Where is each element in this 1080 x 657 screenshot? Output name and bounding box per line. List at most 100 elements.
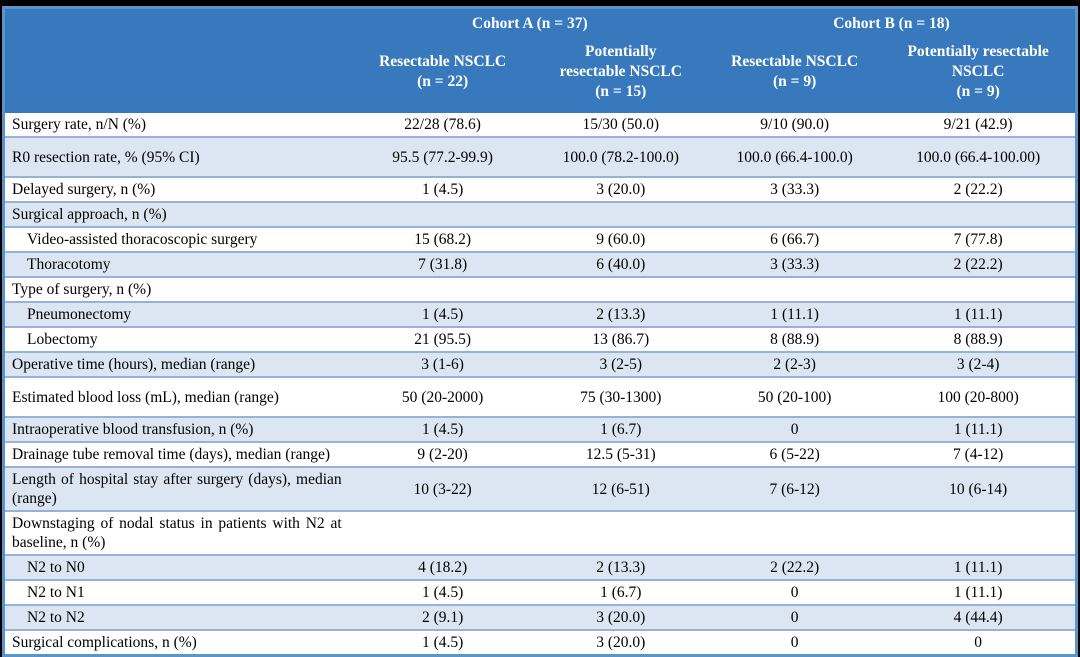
- cell-value: 50 (20-2000): [401, 388, 484, 406]
- cell-value: 3 (2-4): [956, 356, 1000, 373]
- cell-value: 6 (40.0): [596, 256, 646, 273]
- cohort-b-header: Cohort B (n = 18): [833, 15, 950, 32]
- row-label: R0 resection rate, % (95% CI): [12, 148, 200, 166]
- cell-value: [881, 214, 1075, 216]
- cell-value: 1 (4.5): [421, 634, 464, 651]
- table-row: N2 to N0 4 (18.2) 2 (13.3) 2 (22.2) 1 (11.1): [5, 556, 1075, 581]
- cell-value: [534, 289, 708, 291]
- row-label: Video-assisted thoracoscopic surgery: [27, 231, 258, 248]
- cell-value: 9 (60.0): [596, 231, 646, 248]
- cell-value: 1 (4.5): [421, 306, 464, 323]
- subgroup-header-row: Resectable NSCLC (n = 22) Potentially re…: [5, 34, 1075, 113]
- cell-value: 8 (88.9): [953, 331, 1003, 348]
- cell-value: 21 (95.5): [414, 331, 472, 348]
- cell-value: 1 (4.5): [421, 421, 464, 438]
- cell-value: 12.5 (5-31): [585, 446, 656, 463]
- cell-value: 3 (2-5): [599, 356, 643, 373]
- cell-value: 10 (3-22): [413, 480, 472, 498]
- table-row: N2 to N2 2 (9.1) 3 (20.0) 0 4 (44.4): [5, 606, 1075, 631]
- row-label: Thoracotomy: [27, 256, 111, 273]
- cell-value: 75 (30-1300): [580, 388, 662, 406]
- cell-value: 4 (18.2): [418, 559, 468, 576]
- table-row: Intraoperative blood transfusion, n (%) 1…: [5, 418, 1075, 443]
- cell-value: 2 (22.2): [953, 256, 1003, 273]
- surgical-outcomes-table: Cohort A (n = 37) Cohort B (n = 18) Rese…: [2, 6, 1078, 657]
- cell-value: 8 (88.9): [770, 331, 820, 348]
- cell-value: [881, 532, 1075, 534]
- cohort-header-row: Cohort A (n = 37) Cohort B (n = 18): [5, 9, 1075, 34]
- cell-value: 0: [790, 634, 799, 651]
- row-label: Length of hospital stay after surgery (d…: [12, 471, 342, 507]
- cell-value: 6 (5-22): [769, 446, 820, 463]
- cell-value: 9/10 (90.0): [760, 116, 830, 133]
- cell-value: 2 (13.3): [596, 306, 646, 323]
- cell-value: [352, 289, 534, 291]
- cell-value: [708, 214, 881, 216]
- column-header-resectable-a: Resectable NSCLC (n = 22): [379, 52, 507, 90]
- row-label: Delayed surgery, n (%): [12, 181, 156, 198]
- row-label: N2 to N2: [27, 609, 85, 626]
- cell-value: 2 (22.2): [953, 181, 1003, 198]
- row-label: Drainage tube removal time (days), media…: [12, 446, 331, 463]
- cell-value: 95.5 (77.2-99.9): [392, 148, 493, 166]
- cell-value: 3 (20.0): [596, 634, 646, 651]
- table-row: Thoracotomy 7 (31.8) 6 (40.0) 3 (33.3) 2 (22…: [5, 253, 1075, 278]
- cell-value: [352, 214, 534, 216]
- cell-value: 1 (4.5): [421, 181, 464, 198]
- cell-value: 3 (33.3): [770, 256, 820, 273]
- table-row: Surgery rate, n/N (%) 22/28 (78.6) 15/30 (…: [5, 113, 1075, 138]
- cell-value: 50 (20-100): [757, 388, 832, 406]
- cell-value: 10 (6-14): [949, 480, 1008, 498]
- cell-value: 1 (11.1): [953, 584, 1003, 601]
- cell-value: 100 (20-800): [937, 388, 1019, 406]
- cell-value: 9 (2-20): [417, 446, 468, 463]
- row-label: Surgical complications, n (%): [12, 634, 197, 651]
- table-row: Operative time (hours), median (range) 3 …: [5, 353, 1075, 378]
- cell-value: 3 (20.0): [596, 181, 646, 198]
- cell-value: 0: [790, 584, 799, 601]
- cell-value: 100.0 (78.2-100.0): [562, 148, 679, 166]
- cell-value: 0: [974, 634, 982, 651]
- cell-value: 1 (11.1): [953, 306, 1003, 323]
- table-header: Cohort A (n = 37) Cohort B (n = 18) Rese…: [5, 9, 1075, 113]
- column-header-potentially-resectable-a: Potentially resectable NSCLC (n = 15): [559, 42, 682, 100]
- cell-value: 1 (11.1): [953, 559, 1003, 576]
- cell-value: 4 (44.4): [953, 609, 1003, 626]
- cell-value: 1 (6.7): [600, 584, 642, 601]
- cell-value: 22/28 (78.6): [404, 116, 481, 133]
- cell-value: 3 (33.3): [770, 181, 820, 198]
- table-row: Type of surgery, n (%): [5, 278, 1075, 303]
- row-label: N2 to N1: [27, 584, 85, 601]
- header-spacer: [5, 31, 352, 34]
- cell-value: 7 (77.8): [953, 231, 1003, 248]
- table-row: Surgical approach, n (%): [5, 203, 1075, 228]
- cell-value: [881, 289, 1075, 291]
- cohort-a-header: Cohort A (n = 37): [472, 15, 588, 32]
- cell-value: 1 (11.1): [770, 306, 819, 323]
- row-label: Estimated blood loss (mL), median (range…: [12, 388, 279, 406]
- cell-value: [708, 532, 881, 534]
- table-row: Downstaging of nodal status in patients …: [5, 512, 1075, 556]
- row-label: Operative time (hours), median (range): [12, 356, 256, 373]
- cell-value: 2 (2-3): [773, 356, 816, 373]
- cell-value: 12 (6-51): [591, 480, 650, 498]
- cell-value: 6 (66.7): [770, 231, 820, 248]
- table-body: Surgery rate, n/N (%) 22/28 (78.6) 15/30 (…: [5, 113, 1075, 654]
- cell-value: 3 (20.0): [596, 609, 646, 626]
- cell-value: 2 (9.1): [421, 609, 464, 626]
- cell-value: 13 (86.7): [592, 331, 650, 348]
- row-label: Surgery rate, n/N (%): [12, 116, 147, 133]
- cell-value: 1 (4.5): [421, 584, 464, 601]
- row-label: N2 to N0: [27, 559, 85, 576]
- row-label: Surgical approach, n (%): [12, 206, 167, 223]
- table-row: N2 to N1 1 (4.5) 1 (6.7) 0 1 (11.1): [5, 581, 1075, 606]
- cell-value: 100.0 (66.4-100.00): [916, 148, 1041, 166]
- cell-value: 7 (6-12): [769, 480, 820, 498]
- cell-value: 15 (68.2): [414, 231, 472, 248]
- cell-value: 15/30 (50.0): [582, 116, 660, 133]
- table-row: Drainage tube removal time (days), media…: [5, 443, 1075, 468]
- table-row: Estimated blood loss (mL), median (range…: [5, 378, 1075, 418]
- cell-value: 0: [790, 609, 799, 626]
- table-row: R0 resection rate, % (95% CI) 95.5 (77.2-…: [5, 138, 1075, 178]
